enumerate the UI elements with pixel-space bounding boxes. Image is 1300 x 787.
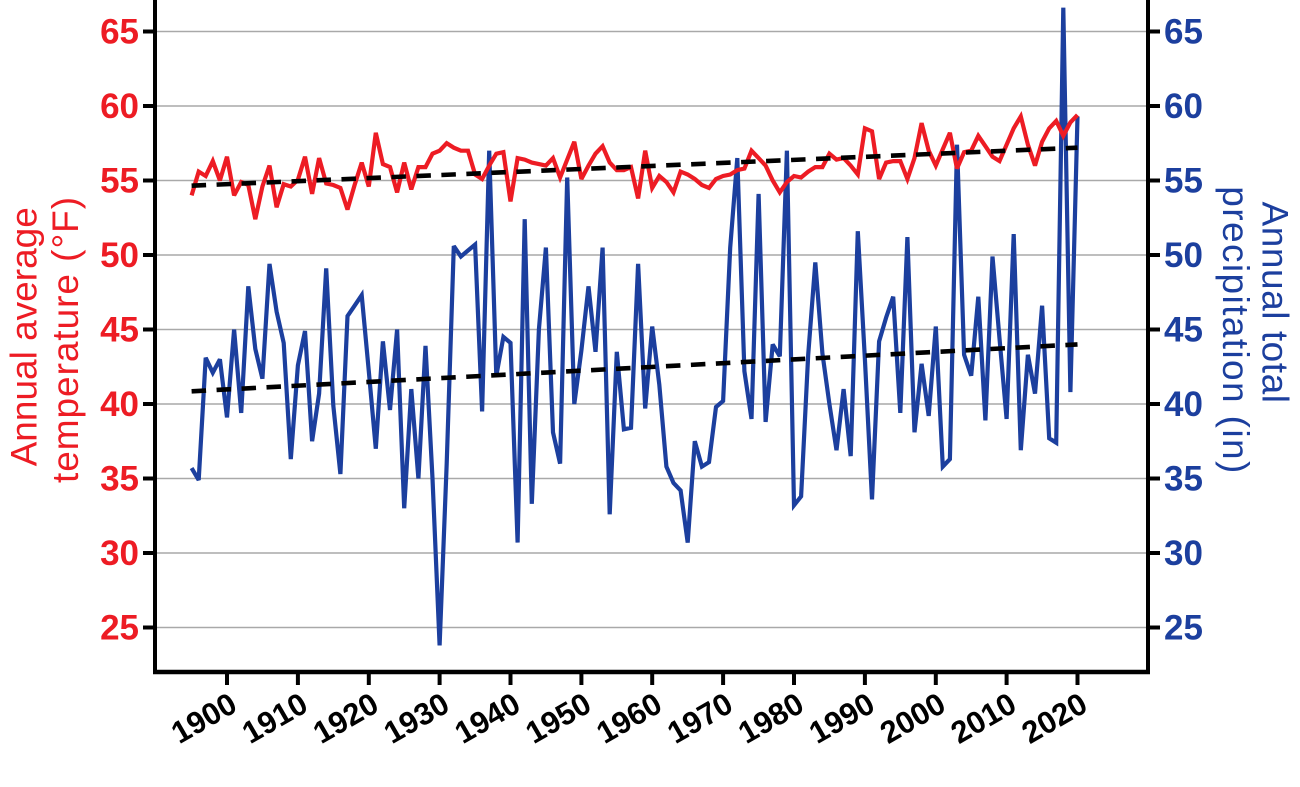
svg-text:55: 55 bbox=[1164, 162, 1203, 201]
svg-text:65: 65 bbox=[100, 13, 139, 52]
svg-text:Annual average: Annual average bbox=[4, 207, 45, 466]
svg-text:50: 50 bbox=[1164, 236, 1203, 275]
svg-text:1970: 1970 bbox=[661, 686, 738, 751]
svg-text:30: 30 bbox=[100, 534, 139, 573]
svg-text:1940: 1940 bbox=[449, 686, 526, 751]
svg-text:1910: 1910 bbox=[236, 686, 313, 751]
svg-text:45: 45 bbox=[1164, 311, 1203, 350]
svg-text:1990: 1990 bbox=[803, 686, 880, 751]
svg-text:Annual total: Annual total bbox=[1255, 201, 1296, 403]
svg-text:60: 60 bbox=[1164, 87, 1203, 126]
svg-text:50: 50 bbox=[100, 236, 139, 275]
svg-text:25: 25 bbox=[100, 609, 139, 648]
svg-text:40: 40 bbox=[100, 385, 139, 424]
svg-text:precipitation (in): precipitation (in) bbox=[1215, 186, 1256, 474]
svg-text:1950: 1950 bbox=[520, 686, 597, 751]
svg-text:1930: 1930 bbox=[378, 686, 455, 751]
svg-text:temperature (°F): temperature (°F) bbox=[45, 196, 86, 483]
svg-text:65: 65 bbox=[1164, 13, 1203, 52]
svg-text:35: 35 bbox=[100, 460, 139, 499]
svg-text:2010: 2010 bbox=[945, 686, 1022, 751]
svg-text:2020: 2020 bbox=[1016, 686, 1093, 751]
svg-text:35: 35 bbox=[1164, 460, 1203, 499]
svg-text:1960: 1960 bbox=[590, 686, 667, 751]
svg-text:60: 60 bbox=[100, 87, 139, 126]
svg-text:1920: 1920 bbox=[307, 686, 384, 751]
svg-text:2000: 2000 bbox=[874, 686, 951, 751]
svg-text:55: 55 bbox=[100, 162, 139, 201]
svg-text:45: 45 bbox=[100, 311, 139, 350]
svg-text:40: 40 bbox=[1164, 385, 1203, 424]
svg-text:1900: 1900 bbox=[165, 686, 242, 751]
svg-text:1980: 1980 bbox=[732, 686, 809, 751]
svg-text:30: 30 bbox=[1164, 534, 1203, 573]
svg-text:25: 25 bbox=[1164, 609, 1203, 648]
